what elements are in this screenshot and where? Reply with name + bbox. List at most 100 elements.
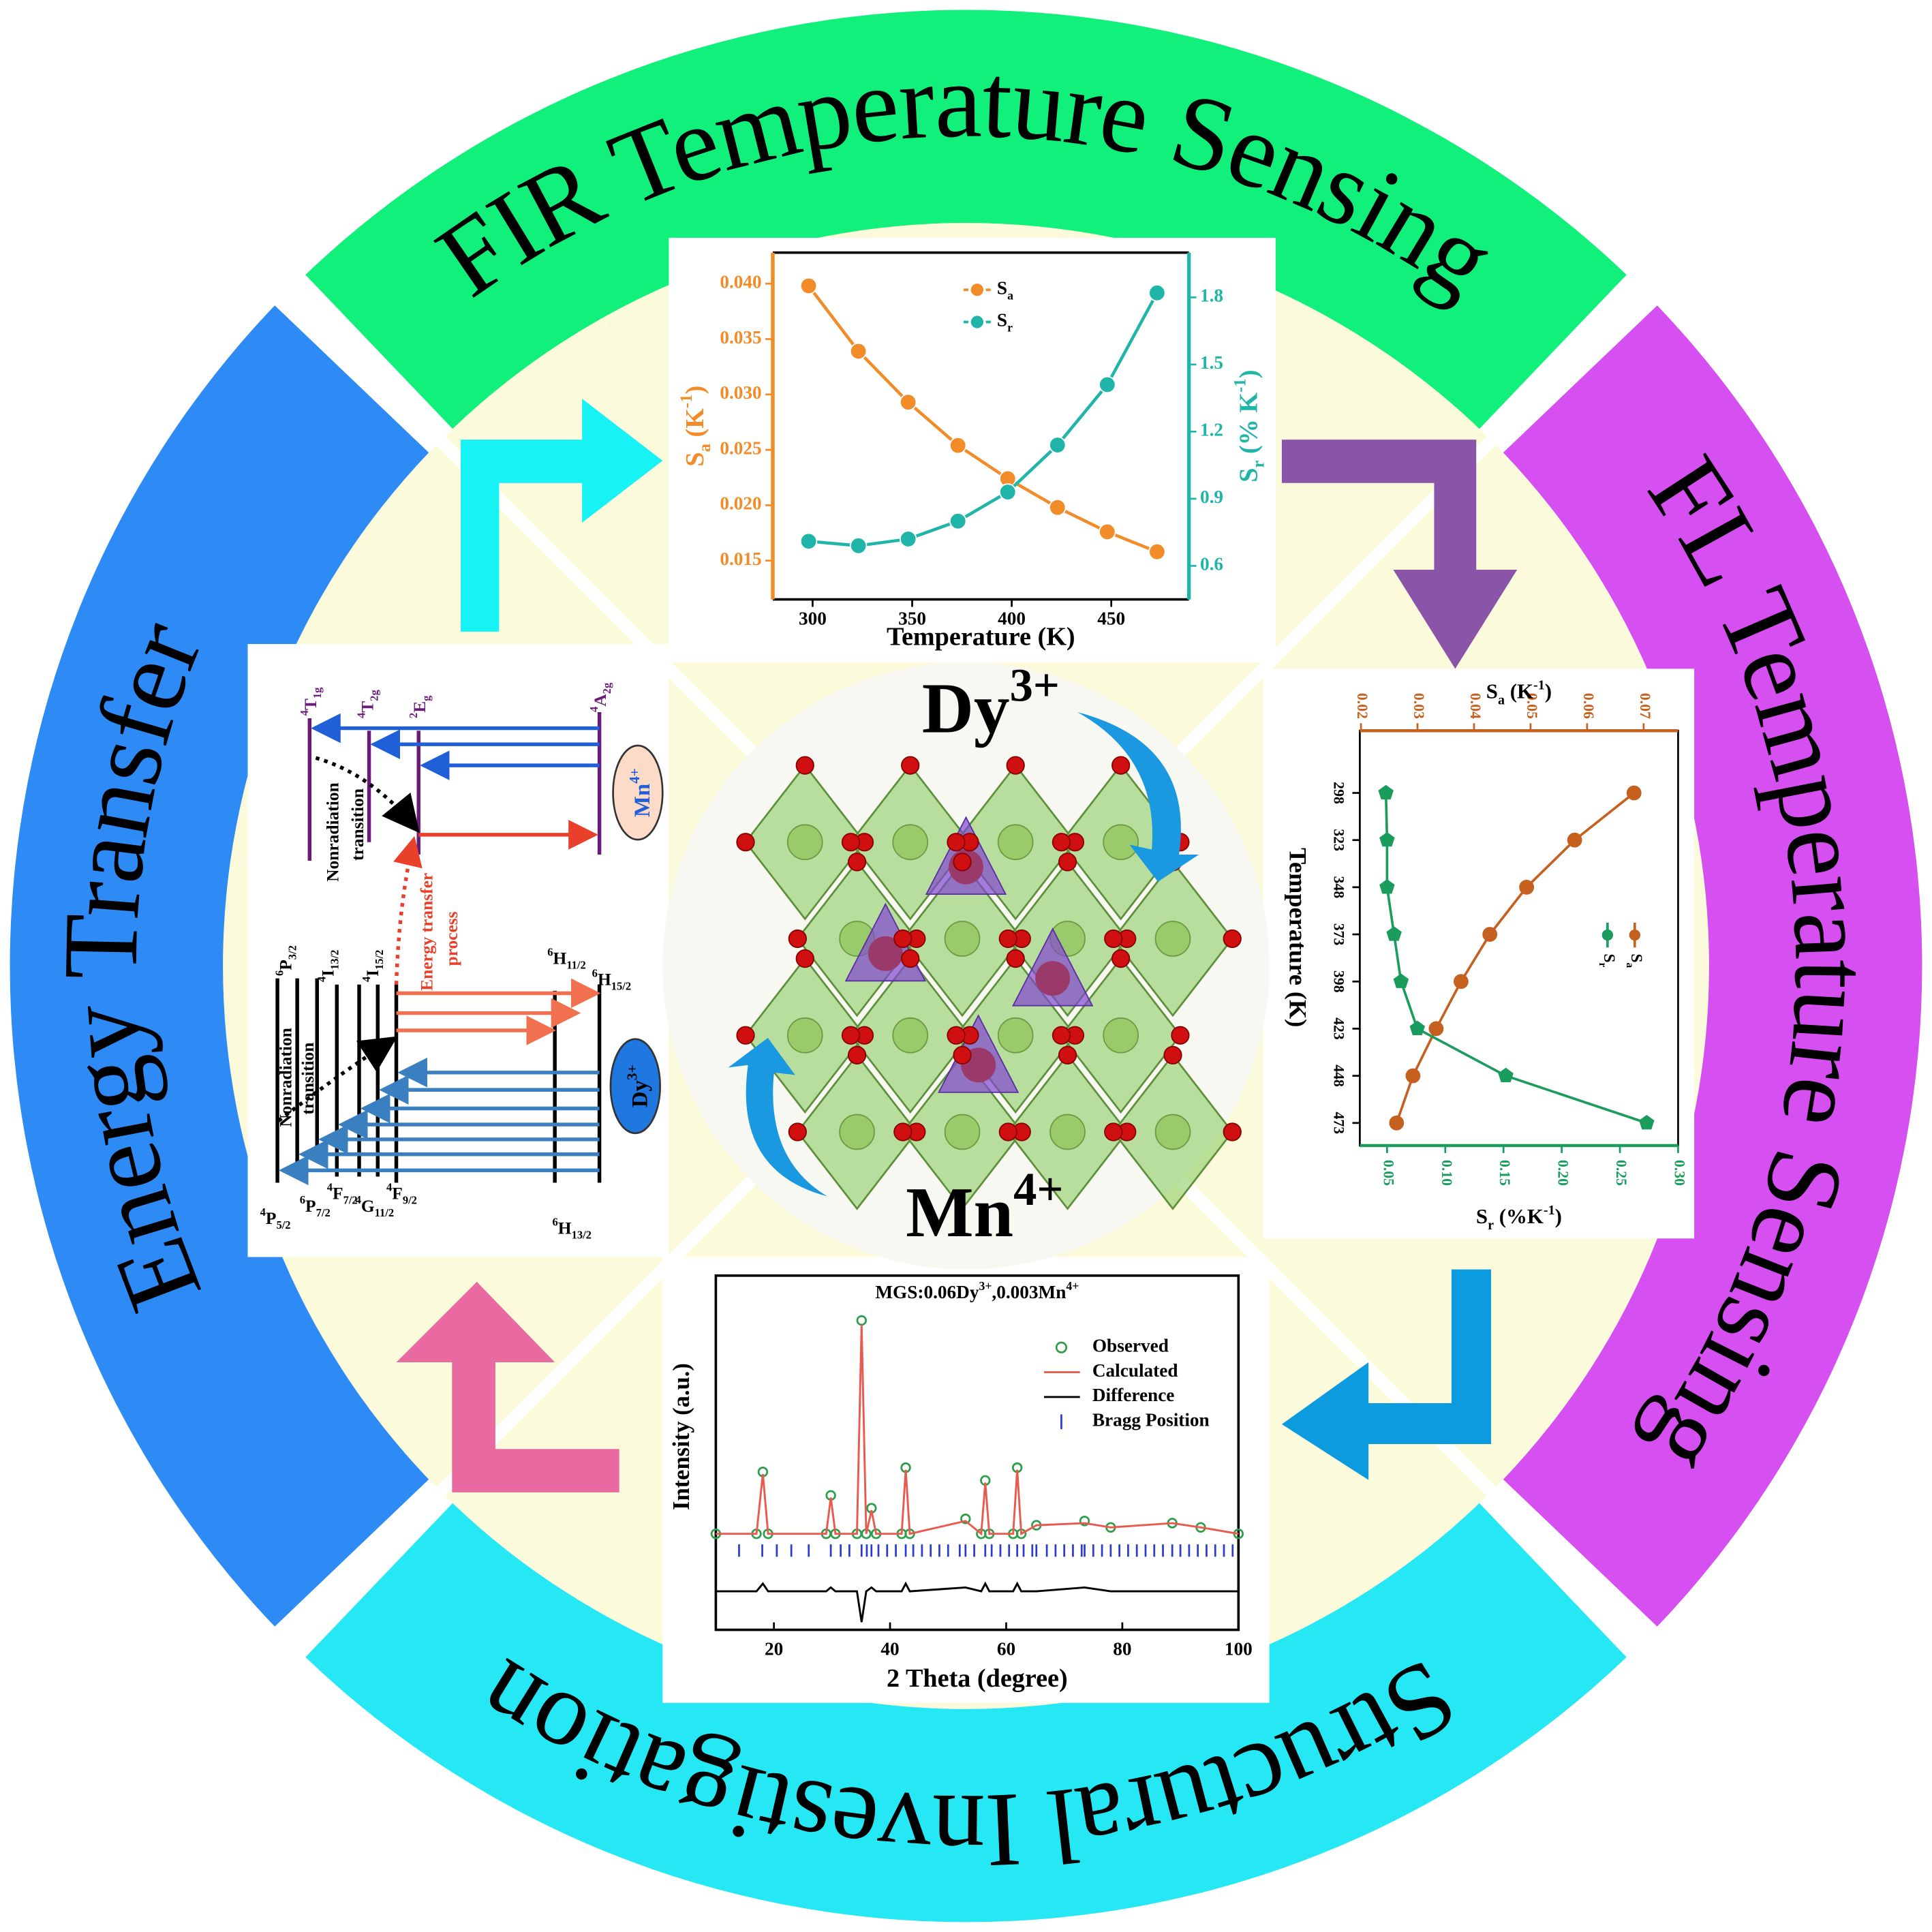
chart-title-part: ,0.003Mn	[992, 1282, 1066, 1302]
ring-segment	[305, 10, 1627, 429]
ion-label: Mn4+	[906, 1163, 1063, 1252]
legend-label-part: S	[1627, 953, 1644, 962]
legend-label-part: S	[997, 310, 1007, 331]
series-line	[807, 285, 1158, 553]
atom-oxygen	[795, 949, 814, 968]
ion-label: Dy3+	[922, 659, 1060, 748]
level-label-part: H	[558, 1218, 572, 1238]
level-label-part: 4	[356, 1193, 361, 1206]
point	[1049, 436, 1067, 454]
legend-label-part: S	[997, 278, 1007, 298]
legend-label: Difference	[1092, 1385, 1175, 1405]
point	[1379, 879, 1395, 894]
y-tick-label: 0.035	[720, 327, 761, 348]
x-axis-label-part: (%K	[1494, 1204, 1544, 1228]
y-tick-label: 448	[1331, 1064, 1347, 1087]
y2-tick-label: 0.9	[1200, 487, 1223, 507]
level-label-part: H	[598, 969, 611, 989]
y2-tick-label: 1.2	[1200, 420, 1223, 440]
legend-marker	[1629, 929, 1641, 941]
frame	[714, 1274, 1240, 1631]
y-axis-label-part: S	[681, 452, 709, 466]
legend-label-part: r	[1007, 321, 1013, 335]
y-axis-label: Intensity (a.u.)	[669, 1363, 694, 1510]
point	[1519, 879, 1535, 895]
atom-oxygen	[1111, 949, 1131, 968]
curved-arrow	[1077, 711, 1199, 882]
point	[1378, 784, 1394, 800]
ring-segment	[10, 305, 429, 1627]
nonradiation-label: Nonradiation	[323, 782, 343, 882]
x-tick-label: 0.25	[1613, 1160, 1629, 1186]
level-label-part: 7/2	[343, 1194, 358, 1207]
x-axis-label-part: S	[1476, 1204, 1488, 1228]
point	[899, 393, 917, 411]
level-label-part: 13/2	[328, 950, 341, 970]
ion-label-part: 4+	[1013, 1163, 1063, 1215]
x-axis-label: Temperature (K)	[887, 622, 1075, 651]
level-label-part: P	[305, 1196, 316, 1216]
legend-marker	[1055, 1341, 1068, 1353]
legend-label: Calculated	[1092, 1360, 1178, 1381]
x2-tick-label: 0.06	[1580, 693, 1597, 719]
level-label-part: 6	[547, 946, 553, 959]
atom-purple	[1035, 961, 1071, 996]
badge-label-part: Mn	[630, 784, 654, 817]
badge-label-part: 3+	[624, 1064, 640, 1080]
y-tick-label: 473	[1331, 1111, 1347, 1134]
level-label-part: 9/2	[403, 1194, 417, 1207]
y-axis-label-part: -1	[677, 394, 696, 408]
point	[1409, 1020, 1426, 1035]
y2-tick-label: 1.5	[1200, 352, 1223, 373]
level-label: 4T1g	[298, 687, 324, 716]
badge-label: Dy3+	[624, 1064, 652, 1107]
y2-tick-label: 1.8	[1200, 286, 1223, 306]
x-axis-label: 2 Theta (degree)	[887, 1664, 1068, 1693]
legend-label: Sr	[1597, 953, 1618, 967]
x2-axis-label-part: (K	[1505, 679, 1533, 703]
atom-oxygen	[1052, 1026, 1071, 1045]
point	[849, 537, 868, 555]
point	[1405, 1068, 1421, 1084]
level-label-part: F	[392, 1184, 403, 1203]
x-tick-label: 300	[799, 609, 827, 629]
point	[1498, 1067, 1514, 1083]
x2-tick-label: 0.03	[1411, 693, 1427, 719]
atom-green	[1154, 921, 1191, 957]
arrow-cyan	[461, 399, 663, 632]
point	[1389, 1115, 1405, 1131]
point	[799, 277, 818, 295]
point	[1626, 785, 1642, 801]
atom-green	[786, 824, 823, 861]
transfer-label: process	[442, 911, 461, 966]
level-label-part: 4	[588, 707, 601, 712]
y-axis-label-part: (K	[681, 408, 709, 444]
y-tick-label: 0.040	[720, 272, 761, 292]
atom-green	[944, 921, 981, 957]
y-tick-label: 0.020	[720, 493, 761, 514]
legend-label: Observed	[1092, 1335, 1169, 1355]
atom-oxygen	[1006, 949, 1025, 968]
level-label-part: 2g	[601, 682, 614, 694]
level-label-part: P	[275, 960, 295, 970]
point	[1393, 973, 1409, 988]
atom-green	[892, 824, 929, 861]
legend-label-part: r	[1597, 962, 1608, 967]
legend-label-part: a	[1007, 288, 1013, 302]
atom-oxygen	[1006, 756, 1025, 775]
x-tick-label: 350	[898, 609, 926, 629]
x2-axis-label-part: S	[1486, 679, 1498, 703]
legend-label-part: S	[1599, 953, 1617, 962]
x-tick-label: 400	[998, 609, 1026, 629]
y-tick-label: 323	[1331, 829, 1347, 851]
x2-tick-label: 0.04	[1467, 693, 1484, 719]
x-tick-label: 0.30	[1671, 1160, 1687, 1186]
nonradiation-label: transition	[298, 1043, 318, 1115]
atom-green	[839, 1114, 875, 1150]
level-label-part: 15/2	[611, 980, 631, 993]
point	[899, 530, 917, 548]
y-axis-label-part: a	[696, 443, 714, 452]
atom-oxygen	[1058, 853, 1077, 872]
point	[999, 483, 1017, 501]
